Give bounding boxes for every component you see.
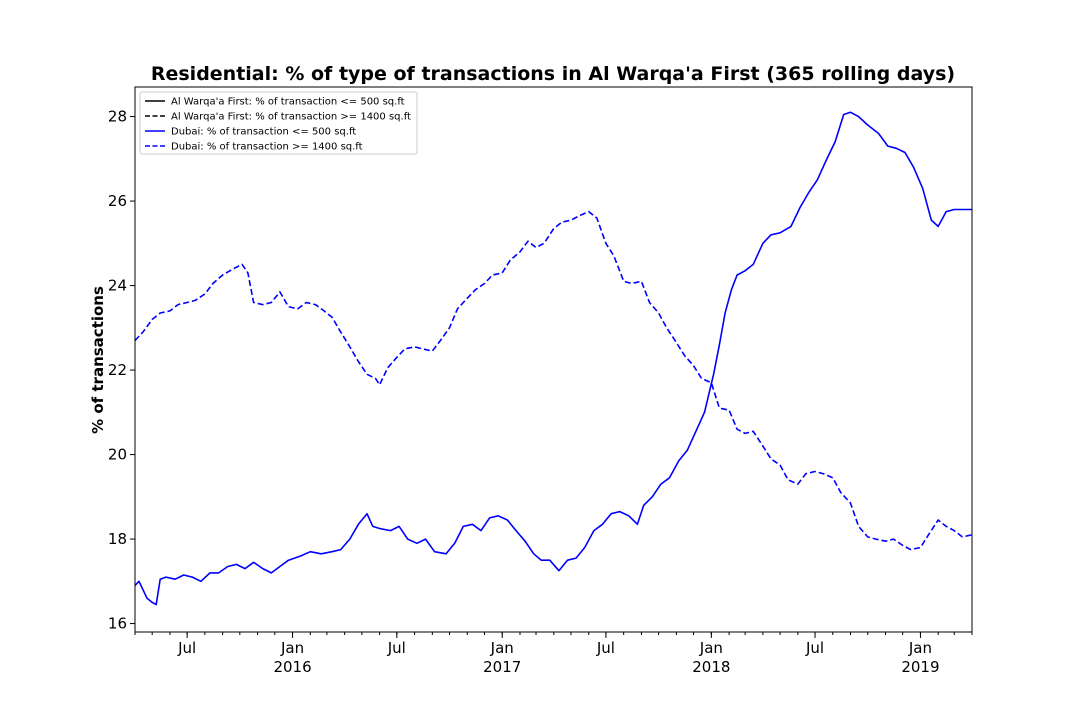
x-tick-label: Jan (490, 639, 514, 657)
legend-label-3: Dubai: % of transaction >= 1400 sq.ft (171, 142, 363, 153)
y-tick-label: 26 (108, 192, 127, 210)
x-tick-label: Jul (177, 639, 196, 657)
y-tick-label: 24 (108, 277, 127, 295)
series-line-3 (134, 210, 973, 551)
x-tick-year-label: 2016 (273, 658, 311, 676)
legend-label-0: Al Warqa'a First: % of transaction <= 50… (171, 97, 405, 108)
y-axis-ticks: 16 18 20 22 24 26 28 (108, 108, 135, 633)
y-tick-label: 22 (108, 361, 127, 379)
x-tick-year-label: 2018 (692, 658, 730, 676)
x-tick-label: Jan (699, 639, 723, 657)
y-tick-label: 18 (108, 530, 127, 548)
x-tick-label: Jan (280, 639, 304, 657)
series-line-2 (134, 111, 972, 606)
legend-label-1: Al Warqa'a First: % of transaction >= 14… (171, 112, 411, 123)
y-tick-label: 16 (108, 615, 127, 633)
x-tick-label: Jul (387, 639, 406, 657)
x-tick-label: Jan (908, 639, 932, 657)
legend-box (139, 91, 418, 155)
series-layer (134, 111, 973, 606)
chart-title: Residential: % of type of transactions i… (151, 63, 955, 85)
plot-frame (134, 86, 973, 633)
y-tick-label: 20 (108, 446, 127, 464)
x-tick-label: Jul (596, 639, 615, 657)
x-tick-year-label: 2017 (483, 658, 521, 676)
y-tick-label: 28 (108, 108, 127, 126)
x-tick-label: Jul (805, 639, 824, 657)
legend-label-2: Dubai: % of transaction <= 500 sq.ft (171, 127, 356, 138)
x-tick-year-label: 2019 (901, 658, 939, 676)
legend: Al Warqa'a First: % of transaction <= 50… (139, 91, 418, 155)
y-axis-label: % of transactions (89, 286, 107, 434)
